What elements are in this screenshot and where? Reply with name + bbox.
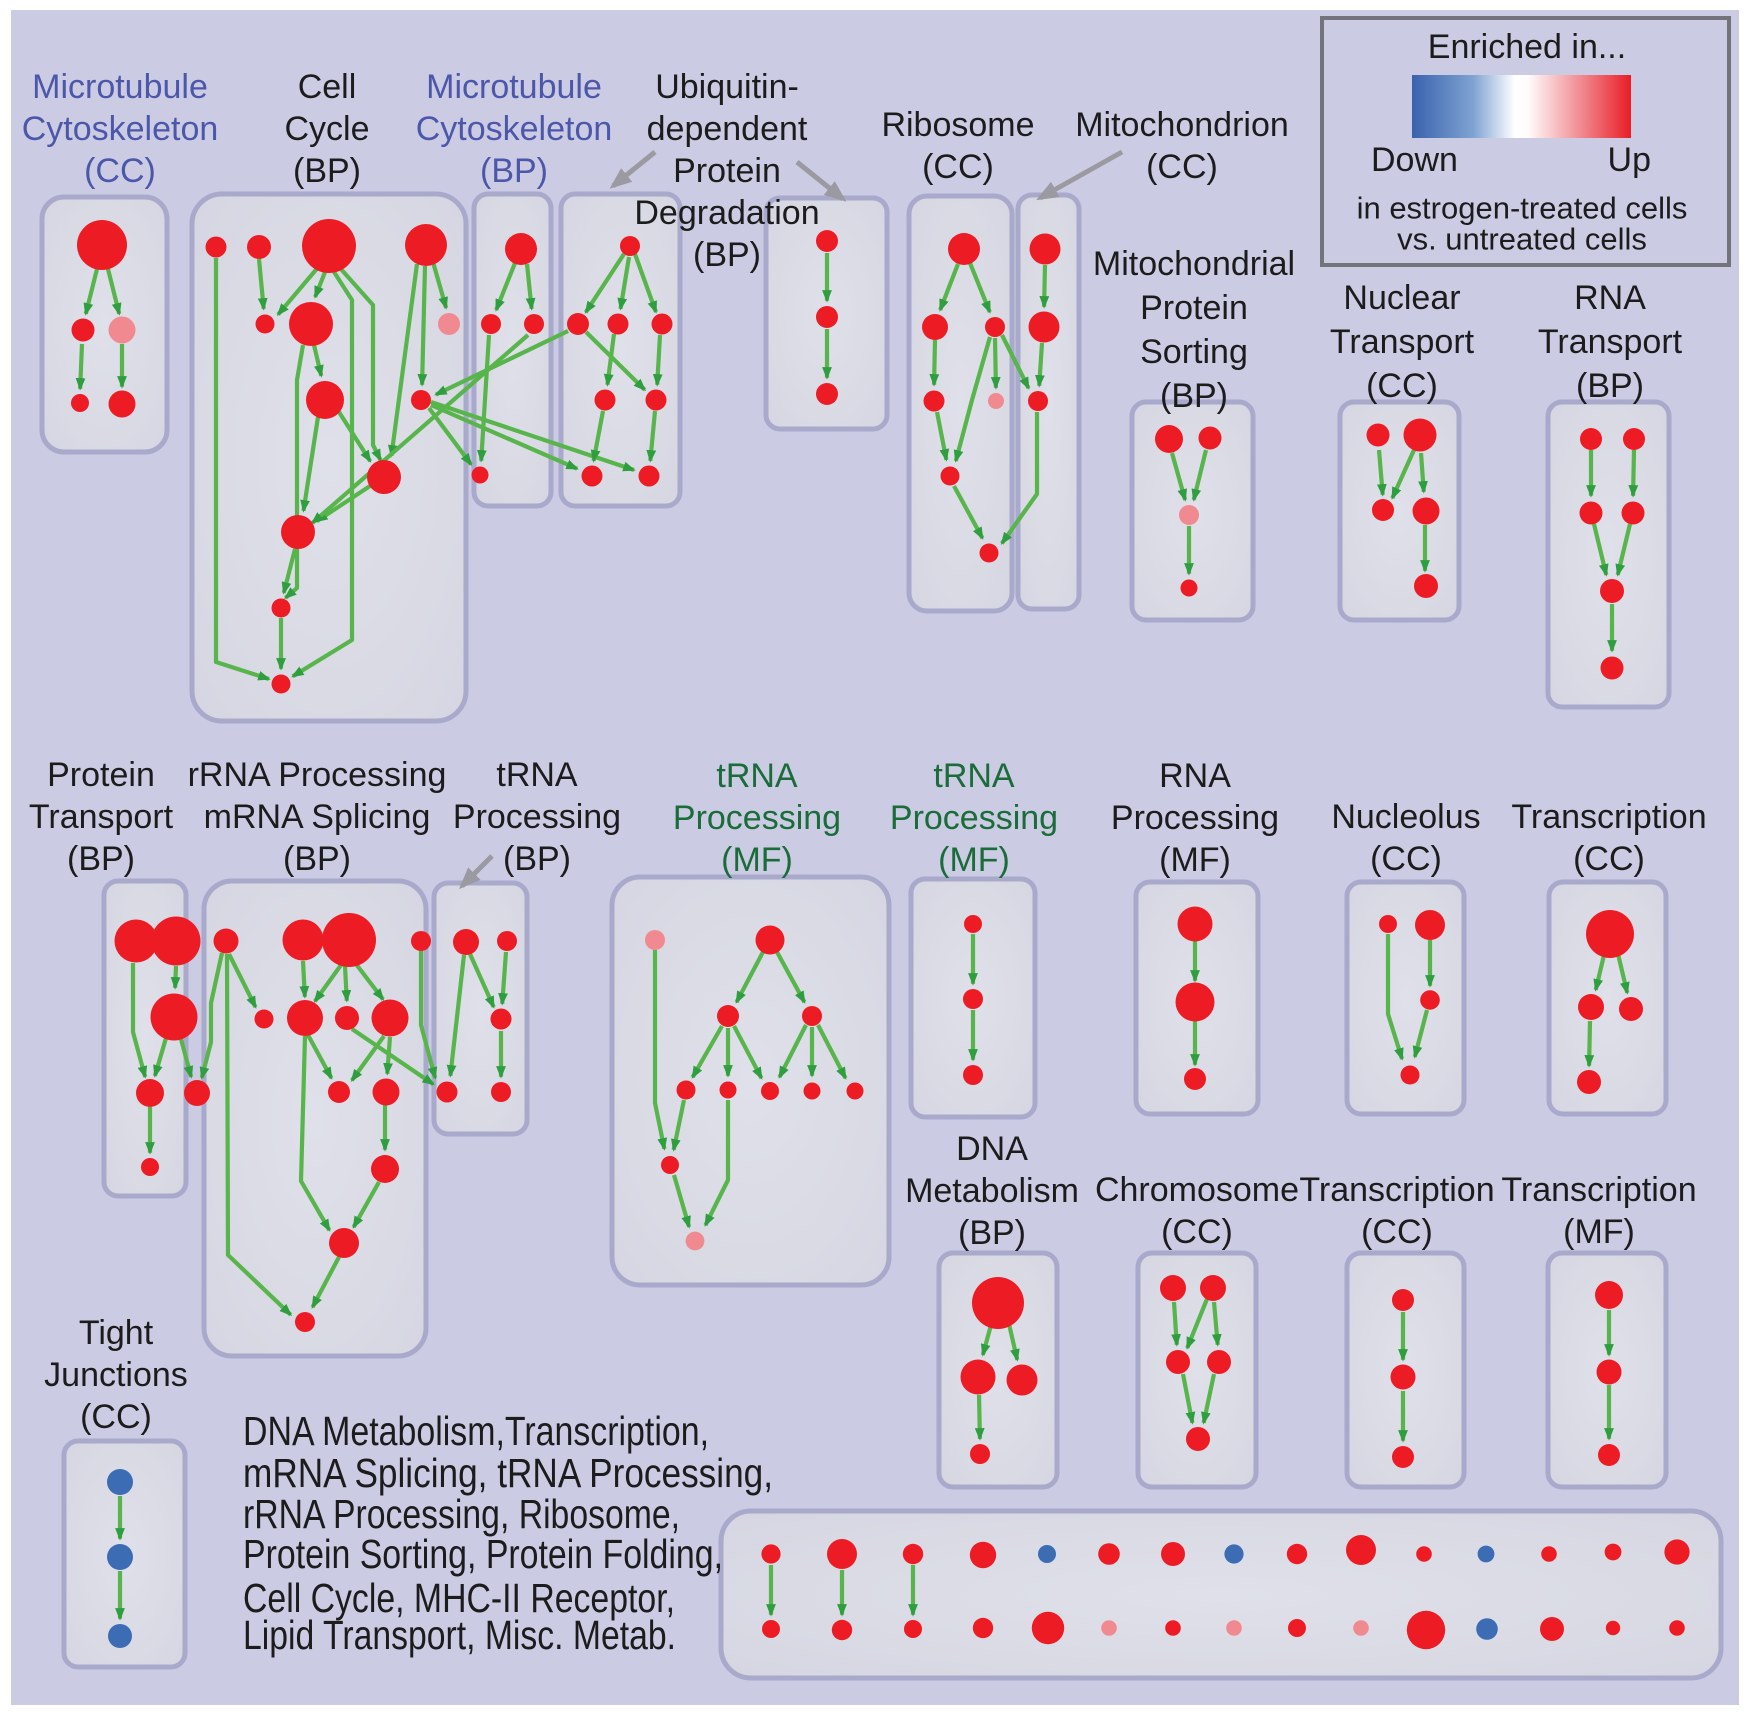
svg-text:vs. untreated cells: vs. untreated cells <box>1397 222 1647 257</box>
svg-text:dependent: dependent <box>647 110 808 148</box>
svg-text:Nucleolus: Nucleolus <box>1331 798 1480 836</box>
svg-text:mRNA Splicing: mRNA Splicing <box>204 798 431 836</box>
svg-text:Microtubule: Microtubule <box>426 68 602 106</box>
svg-text:Junctions: Junctions <box>44 1356 188 1394</box>
svg-text:Transport: Transport <box>29 798 174 836</box>
svg-text:Tight: Tight <box>79 1314 154 1352</box>
svg-text:Lipid Transport, Misc. Metab.: Lipid Transport, Misc. Metab. <box>243 1612 676 1658</box>
svg-text:Processing: Processing <box>453 798 621 836</box>
svg-text:(BP): (BP) <box>958 1214 1026 1252</box>
svg-text:Up: Up <box>1608 141 1651 179</box>
svg-text:rRNA Processing: rRNA Processing <box>188 756 447 794</box>
svg-text:Microtubule: Microtubule <box>32 68 208 106</box>
svg-text:Metabolism: Metabolism <box>905 1172 1079 1210</box>
svg-text:tRNA: tRNA <box>496 756 578 794</box>
svg-text:Processing: Processing <box>1111 799 1279 837</box>
svg-text:Transport: Transport <box>1538 323 1683 361</box>
svg-text:DNA Metabolism,Transcription,: DNA Metabolism,Transcription, <box>243 1408 709 1454</box>
svg-text:Protein: Protein <box>1140 289 1248 327</box>
svg-text:(CC): (CC) <box>1161 1213 1233 1251</box>
svg-text:Chromosome: Chromosome <box>1095 1171 1299 1209</box>
svg-text:(CC): (CC) <box>1370 840 1442 878</box>
svg-text:Transcription: Transcription <box>1299 1171 1494 1209</box>
svg-text:RNA: RNA <box>1159 757 1231 795</box>
svg-text:Transcription: Transcription <box>1501 1171 1696 1209</box>
svg-text:Processing: Processing <box>673 799 841 837</box>
svg-text:Cytoskeleton: Cytoskeleton <box>22 110 219 148</box>
svg-text:(MF): (MF) <box>1159 841 1231 879</box>
svg-text:Protein: Protein <box>673 152 781 190</box>
svg-text:(MF): (MF) <box>1563 1213 1635 1251</box>
svg-text:Cycle: Cycle <box>284 110 369 148</box>
svg-text:tRNA: tRNA <box>933 757 1015 795</box>
svg-text:rRNA Processing, Ribosome,: rRNA Processing, Ribosome, <box>243 1491 680 1537</box>
svg-text:(MF): (MF) <box>938 841 1010 879</box>
svg-text:(MF): (MF) <box>721 841 793 879</box>
svg-text:RNA: RNA <box>1574 279 1646 317</box>
svg-text:(BP): (BP) <box>1576 367 1644 405</box>
svg-text:Transcription: Transcription <box>1511 798 1706 836</box>
svg-text:Enriched in...: Enriched in... <box>1428 28 1626 66</box>
svg-text:Down: Down <box>1371 141 1458 179</box>
svg-text:DNA: DNA <box>956 1130 1028 1168</box>
svg-text:(CC): (CC) <box>1361 1213 1433 1251</box>
svg-text:in estrogen-treated cells: in estrogen-treated cells <box>1357 191 1688 226</box>
svg-text:(CC): (CC) <box>80 1398 152 1436</box>
svg-text:(BP): (BP) <box>693 236 761 274</box>
svg-text:Ribosome: Ribosome <box>881 106 1034 144</box>
svg-text:Sorting: Sorting <box>1140 333 1248 371</box>
svg-text:Cell: Cell <box>298 68 357 106</box>
svg-text:(CC): (CC) <box>1146 148 1218 186</box>
svg-text:(CC): (CC) <box>1366 367 1438 405</box>
svg-text:Transport: Transport <box>1330 323 1475 361</box>
svg-text:Mitochondrion: Mitochondrion <box>1075 106 1289 144</box>
svg-text:(BP): (BP) <box>283 840 351 878</box>
svg-text:(BP): (BP) <box>293 152 361 190</box>
svg-text:Cell Cycle, MHC-II Receptor,: Cell Cycle, MHC-II Receptor, <box>243 1575 675 1621</box>
svg-text:tRNA: tRNA <box>716 757 798 795</box>
svg-text:(CC): (CC) <box>1573 840 1645 878</box>
svg-text:Ubiquitin-: Ubiquitin- <box>655 68 799 106</box>
svg-text:Nuclear: Nuclear <box>1343 279 1460 317</box>
svg-text:(BP): (BP) <box>503 840 571 878</box>
svg-text:Processing: Processing <box>890 799 1058 837</box>
svg-text:Cytoskeleton: Cytoskeleton <box>416 110 613 148</box>
svg-text:Mitochondrial: Mitochondrial <box>1093 245 1295 283</box>
svg-text:(CC): (CC) <box>84 152 156 190</box>
svg-text:(BP): (BP) <box>1160 377 1228 415</box>
svg-text:Degradation: Degradation <box>634 194 819 232</box>
svg-text:Protein Sorting, Protein Foldi: Protein Sorting, Protein Folding, <box>243 1531 723 1577</box>
svg-text:(CC): (CC) <box>922 148 994 186</box>
svg-text:Protein: Protein <box>47 756 155 794</box>
svg-text:mRNA Splicing, tRNA Processing: mRNA Splicing, tRNA Processing, <box>243 1450 773 1496</box>
svg-text:(BP): (BP) <box>67 840 135 878</box>
svg-text:(BP): (BP) <box>480 152 548 190</box>
